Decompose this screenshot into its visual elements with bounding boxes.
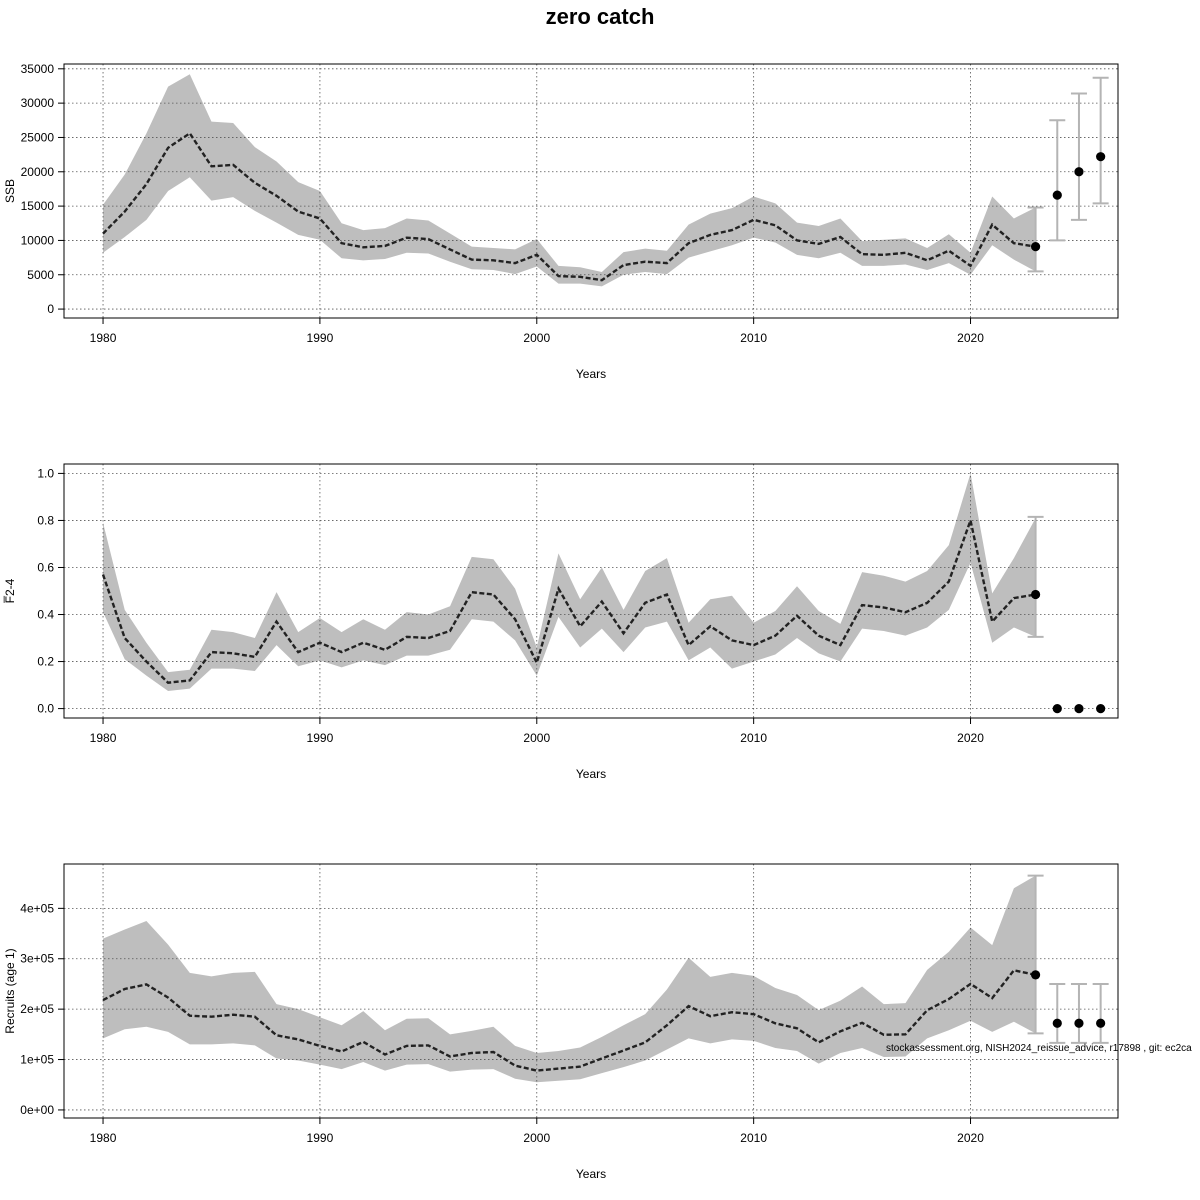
fbar-ytick-label: 0.0: [37, 702, 54, 716]
ssb-ytick-label: 15000: [21, 199, 55, 213]
ssb-xtick-label: 2010: [740, 331, 767, 345]
ssb-ylabel: SSB: [3, 179, 17, 203]
fbar-last-year-point: [1030, 589, 1041, 600]
ssb-projection-point: [1096, 152, 1106, 162]
ssb-projection-point: [1074, 167, 1084, 177]
fbar-xlabel: Years: [576, 767, 606, 781]
fbar-ytick-label: 1.0: [37, 466, 54, 480]
recruits-estimate-line: [102, 968, 1036, 1072]
recruits-projection-point: [1052, 1018, 1062, 1028]
fbar-confidence-band: [103, 473, 1036, 691]
fbar-xtick-label: 1990: [307, 731, 334, 745]
ssb-xtick-label: 1980: [90, 331, 117, 345]
recruits-xtick-label: 1980: [90, 1131, 117, 1145]
ssb-plot-frame: [63, 63, 1119, 319]
ssb-ytick-label: 10000: [21, 233, 55, 247]
recruits-last-year-point: [1030, 970, 1041, 980]
ssb-ytick-label: 25000: [21, 130, 55, 144]
recruits-ylabel: Recruits (age 1): [3, 948, 17, 1033]
recruits-projection-errorbar: [1092, 982, 1109, 1044]
ssb-ytick-label: 30000: [21, 96, 55, 110]
ssb-ytick-label: 5000: [27, 268, 54, 282]
recruits-projection-errorbar: [1049, 982, 1066, 1044]
fbar-last-year-errorbar: [1027, 515, 1044, 638]
recruits-plot-frame: [63, 863, 1119, 1119]
fbar-ylabel: F̅2-4: [3, 578, 17, 603]
fbar-ytick-label: 0.8: [37, 513, 54, 527]
recruits-panel: 0e+00 1e+05 2e+05 3e+05 4e+05 1980 1990 2000 201…: [3, 863, 1119, 1181]
fbar-xtick-label: 2020: [957, 731, 984, 745]
fbar-projection-point: [1052, 703, 1062, 714]
recruits-xtick-label: 1990: [307, 1131, 334, 1145]
ssb-xtick-label: 1990: [307, 331, 334, 345]
fbar-plot-frame: [63, 463, 1119, 719]
ssb-confidence-band: [103, 74, 1036, 287]
fbar-projection-point: [1074, 703, 1084, 714]
recruits-xtick-label: 2000: [523, 1131, 550, 1145]
recruits-projection-point: [1096, 1018, 1106, 1028]
fbar-xtick-label: 2010: [740, 731, 767, 745]
ssb-xtick-label: 2000: [523, 331, 550, 345]
ssb-xtick-label: 2020: [957, 331, 984, 345]
ssb-projection-point: [1052, 190, 1062, 200]
ssb-panel: 0 5000 10000 15000 20000 25000 30000 35000 1980 1…: [3, 62, 1119, 381]
fbar-ytick-label: 0.2: [37, 655, 54, 669]
fbar-estimate-line: [101, 516, 1036, 684]
fbar-ytick-label: 0.4: [37, 608, 54, 622]
fbar-xtick-label: 1980: [90, 731, 117, 745]
recruits-xtick-label: 2010: [740, 1131, 767, 1145]
chart-title: zero catch: [546, 4, 655, 29]
ssb-estimate-line: [102, 131, 1036, 282]
ssb-ytick-label: 0: [47, 302, 54, 316]
recruits-ytick-label: 2e+05: [20, 1002, 54, 1016]
recruits-projection-errorbar: [1070, 982, 1087, 1044]
recruits-xtick-label: 2020: [957, 1131, 984, 1145]
recruits-ytick-label: 3e+05: [20, 952, 54, 966]
ssb-projection-errorbar: [1049, 119, 1066, 242]
ssb-projection-errorbar: [1092, 76, 1109, 205]
fbar-panel: 0.0 0.2 0.4 0.6 0.8 1.0 1980 1990 2000 2010 2020 Ye…: [3, 463, 1119, 781]
ssb-last-year-errorbar: [1027, 206, 1044, 273]
ssb-ytick-label: 20000: [21, 165, 55, 179]
recruits-ytick-label: 4e+05: [20, 901, 54, 915]
fbar-xtick-label: 2000: [523, 731, 550, 745]
ssb-last-year-point: [1030, 242, 1041, 252]
recruits-last-year-errorbar: [1027, 874, 1044, 1035]
footer-note: stockassessment.org, NISH2024_reissue_ad…: [886, 1043, 1192, 1054]
ssb-xlabel: Years: [576, 367, 606, 381]
recruits-ytick-label: 1e+05: [20, 1053, 54, 1067]
ssb-projection-errorbar: [1070, 92, 1087, 221]
ssb-ytick-label: 35000: [21, 62, 55, 76]
recruits-xlabel: Years: [576, 1167, 606, 1181]
recruits-projection-point: [1074, 1018, 1084, 1028]
recruits-ytick-label: 0e+00: [20, 1103, 54, 1117]
fbar-ytick-label: 0.6: [37, 560, 54, 574]
fbar-projection-point: [1096, 703, 1106, 714]
